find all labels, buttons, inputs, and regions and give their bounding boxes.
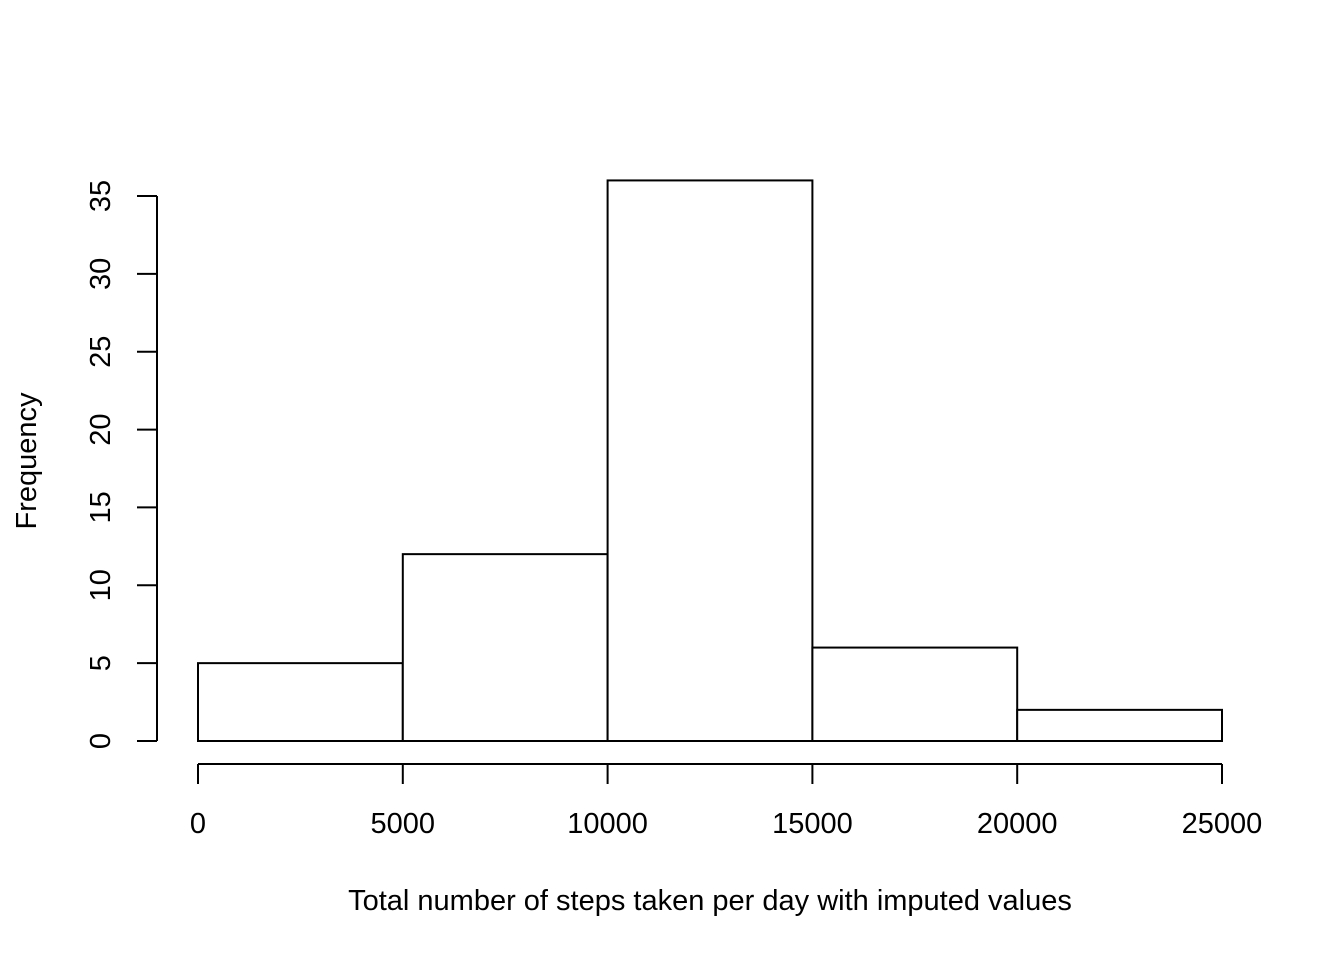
x-tick-label: 15000 xyxy=(772,808,853,840)
x-tick-label: 5000 xyxy=(371,808,436,840)
y-tick-label: 35 xyxy=(85,180,117,212)
histogram-bar-3 xyxy=(606,179,814,742)
histogram-bar-5 xyxy=(1016,708,1224,742)
y-tick-label: 30 xyxy=(85,258,117,290)
y-tick-label: 20 xyxy=(85,413,117,445)
x-tick-label: 25000 xyxy=(1182,808,1263,840)
y-tick-label: 0 xyxy=(85,733,117,749)
y-tick-label: 25 xyxy=(85,336,117,368)
histogram-bar-2 xyxy=(401,553,609,743)
x-axis-title: Total number of steps taken per day with… xyxy=(348,885,1072,917)
y-tick-label: 5 xyxy=(85,655,117,671)
y-tick-label: 15 xyxy=(85,491,117,523)
histogram-bars xyxy=(197,179,1224,743)
y-axis-title: Frequency xyxy=(11,392,43,530)
x-tick-label: 0 xyxy=(190,808,206,840)
histogram-bar-4 xyxy=(811,646,1019,742)
y-tick-label: 10 xyxy=(85,569,117,601)
x-tick-label: 10000 xyxy=(567,808,648,840)
y-axis: 0 5 10 15 20 25 30 35 xyxy=(85,180,158,749)
histogram-bar-1 xyxy=(197,662,404,743)
x-tick-label: 20000 xyxy=(977,808,1058,840)
x-axis: 0 5000 10000 15000 20000 25000 xyxy=(190,763,1263,840)
